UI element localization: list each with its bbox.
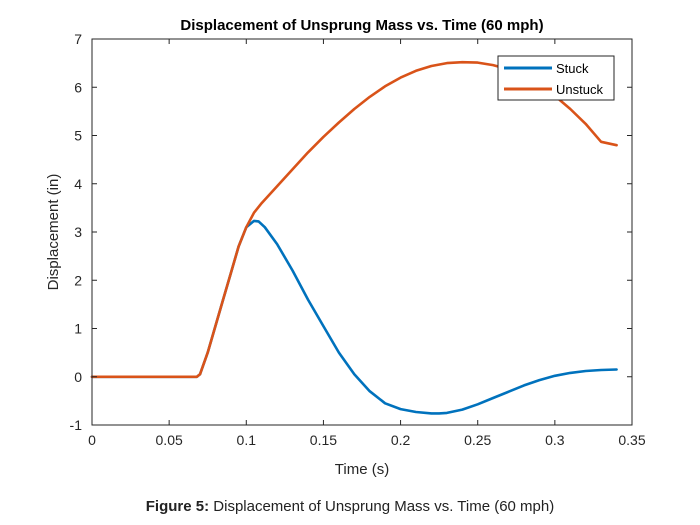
chart-title: Displacement of Unsprung Mass vs. Time (… bbox=[180, 17, 543, 34]
y-tick-label: -1 bbox=[70, 417, 83, 433]
x-tick-label: 0.35 bbox=[618, 432, 645, 448]
y-tick-label: 5 bbox=[74, 128, 82, 144]
y-tick-label: 6 bbox=[74, 79, 82, 95]
x-tick-label: 0.25 bbox=[464, 432, 491, 448]
figure-caption-label: Figure 5: bbox=[145, 498, 210, 515]
x-axis-ticks: 0 0.05 0.1 0.15 0.2 0.25 0.3 0.35 bbox=[88, 39, 646, 448]
y-tick-label: 1 bbox=[74, 321, 82, 337]
x-tick-label: 0.3 bbox=[545, 432, 565, 448]
y-axis-label: Displacement (in) bbox=[45, 174, 62, 291]
x-tick-label: 0 bbox=[88, 432, 96, 448]
legend-label-unstuck: Unstuck bbox=[556, 82, 603, 97]
y-tick-label: 4 bbox=[74, 176, 82, 192]
y-tick-label: 3 bbox=[74, 224, 82, 240]
x-tick-label: 0.2 bbox=[391, 432, 411, 448]
y-axis-ticks: -1 0 1 2 3 4 5 6 7 bbox=[70, 31, 632, 433]
x-tick-label: 0.15 bbox=[310, 432, 337, 448]
y-tick-label: 7 bbox=[74, 31, 82, 47]
y-tick-label: 2 bbox=[74, 272, 82, 288]
line-chart: 0 0.05 0.1 0.15 0.2 0.25 0.3 0.35 -1 0 1 2 3 4 5 6 7 Di… bbox=[45, 17, 646, 478]
legend: Stuck Unstuck bbox=[497, 55, 615, 101]
x-tick-label: 0.1 bbox=[237, 432, 257, 448]
x-axis-label: Time (s) bbox=[335, 461, 389, 478]
x-tick-label: 0.05 bbox=[156, 432, 183, 448]
figure-caption-text: Displacement of Unsprung Mass vs. Time (… bbox=[209, 498, 555, 515]
figure-caption: Figure 5: Displacement of Unsprung Mass … bbox=[0, 498, 700, 515]
legend-box bbox=[497, 55, 615, 101]
y-tick-label: 0 bbox=[74, 369, 82, 385]
legend-label-stuck: Stuck bbox=[556, 61, 589, 76]
